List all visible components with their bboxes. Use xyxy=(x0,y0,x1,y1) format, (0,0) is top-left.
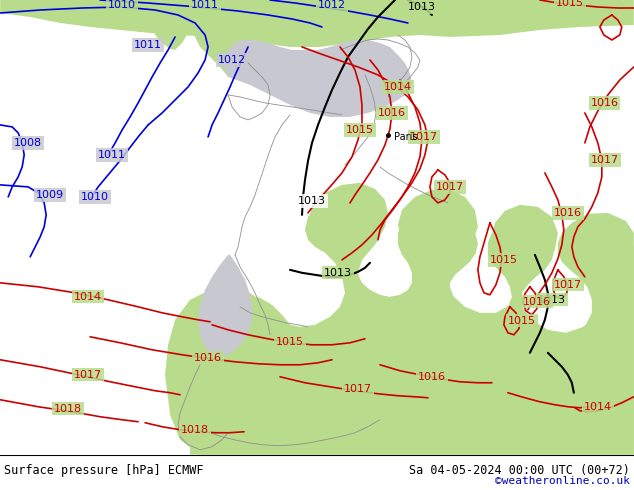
Text: 1015: 1015 xyxy=(276,337,304,347)
Text: 1013: 1013 xyxy=(324,268,352,278)
Text: 1017: 1017 xyxy=(74,370,102,380)
Text: 1012: 1012 xyxy=(218,55,246,65)
Text: 1014: 1014 xyxy=(384,82,412,92)
Text: Sa 04-05-2024 00:00 UTC (00+72): Sa 04-05-2024 00:00 UTC (00+72) xyxy=(409,464,630,477)
Polygon shape xyxy=(0,0,634,47)
Text: 1014: 1014 xyxy=(74,292,102,302)
Text: 1016: 1016 xyxy=(378,108,406,118)
Polygon shape xyxy=(198,255,252,357)
Text: 1017: 1017 xyxy=(591,155,619,165)
Polygon shape xyxy=(193,3,242,77)
Text: 1018: 1018 xyxy=(54,404,82,414)
Text: Paris: Paris xyxy=(394,132,417,142)
Text: 1012: 1012 xyxy=(318,0,346,10)
Polygon shape xyxy=(190,0,634,455)
Text: 1017: 1017 xyxy=(553,280,582,290)
Text: 1017: 1017 xyxy=(344,384,372,394)
Text: 1014: 1014 xyxy=(584,402,612,412)
Text: 1015: 1015 xyxy=(508,316,536,326)
Text: 1015: 1015 xyxy=(556,0,584,8)
Text: Surface pressure [hPa] ECMWF: Surface pressure [hPa] ECMWF xyxy=(4,464,204,477)
Text: 1016: 1016 xyxy=(194,353,222,363)
Polygon shape xyxy=(165,0,634,455)
Text: 1018: 1018 xyxy=(181,425,209,435)
Polygon shape xyxy=(225,40,412,117)
Text: 1010: 1010 xyxy=(108,0,136,10)
Text: 1017: 1017 xyxy=(436,182,464,192)
Text: 1016: 1016 xyxy=(418,372,446,382)
Text: 1013: 1013 xyxy=(538,295,566,305)
Text: 1013: 1013 xyxy=(298,196,326,206)
Text: 1011: 1011 xyxy=(134,40,162,50)
Text: 1010: 1010 xyxy=(81,192,109,202)
Text: ©weatheronline.co.uk: ©weatheronline.co.uk xyxy=(495,476,630,486)
Text: 1017: 1017 xyxy=(410,132,438,142)
Text: 1013: 1013 xyxy=(408,2,436,12)
Text: 1016: 1016 xyxy=(554,208,582,218)
Text: 1008: 1008 xyxy=(14,138,42,148)
Text: 1011: 1011 xyxy=(191,0,219,10)
Polygon shape xyxy=(153,10,188,50)
Text: 1016: 1016 xyxy=(591,98,619,108)
Text: 1015: 1015 xyxy=(490,255,518,265)
Text: 1016: 1016 xyxy=(523,297,551,307)
Text: 1011: 1011 xyxy=(98,150,126,160)
Text: 1015: 1015 xyxy=(346,125,374,135)
Polygon shape xyxy=(210,7,248,55)
Text: 1009: 1009 xyxy=(36,190,64,200)
